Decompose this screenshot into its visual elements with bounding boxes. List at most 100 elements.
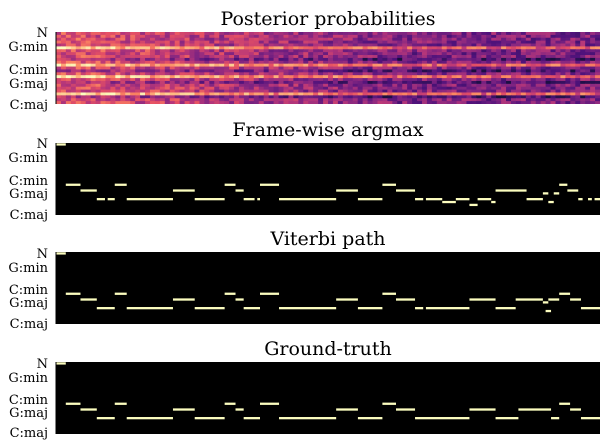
heatmap-cell bbox=[555, 63, 562, 68]
heatmap-cell bbox=[253, 101, 260, 104]
heatmap-cell bbox=[560, 78, 566, 82]
heatmap-cell bbox=[565, 40, 571, 45]
heatmap-cell bbox=[169, 98, 176, 102]
heatmap-cell bbox=[149, 63, 156, 68]
heatmap-cell bbox=[595, 43, 600, 47]
heatmap-cell bbox=[75, 75, 82, 79]
heatmap-cell bbox=[288, 89, 294, 94]
heatmap-cell bbox=[451, 78, 458, 82]
heatmap-cell bbox=[530, 72, 537, 76]
heatmap-cell bbox=[234, 43, 240, 47]
heatmap-cell bbox=[520, 37, 527, 42]
heatmap-cell bbox=[466, 69, 473, 73]
heatmap-cell bbox=[65, 66, 72, 71]
heatmap-cell bbox=[347, 95, 354, 99]
heatmap-cell bbox=[402, 66, 408, 71]
chord-segment bbox=[224, 292, 236, 295]
panel-posterior: Posterior probabilities N G:min C:min G:… bbox=[8, 8, 600, 113]
heatmap-cell bbox=[283, 66, 290, 71]
heatmap-cell bbox=[456, 75, 463, 79]
heatmap-cell bbox=[229, 34, 235, 39]
heatmap-cell bbox=[451, 83, 458, 88]
heatmap-cell bbox=[471, 86, 477, 91]
heatmap-cell bbox=[85, 63, 92, 68]
heatmap-cell bbox=[342, 69, 349, 73]
heatmap-cell bbox=[352, 40, 359, 45]
heatmap-cell bbox=[510, 92, 517, 96]
heatmap-cell bbox=[520, 49, 527, 53]
heatmap-cell bbox=[303, 69, 309, 73]
heatmap-cell bbox=[189, 46, 196, 50]
heatmap-cell bbox=[159, 66, 166, 71]
heatmap-cell bbox=[491, 80, 497, 85]
heatmap-cell bbox=[100, 57, 107, 62]
heatmap-cell bbox=[313, 101, 319, 104]
heatmap-cell bbox=[387, 63, 393, 68]
heatmap-cell bbox=[471, 46, 477, 50]
heatmap-cell bbox=[248, 83, 255, 88]
heatmap-cell bbox=[313, 72, 319, 76]
heatmap-cell bbox=[387, 57, 393, 62]
heatmap-cell bbox=[397, 49, 403, 53]
heatmap-cell bbox=[219, 43, 225, 47]
heatmap-cell bbox=[115, 60, 121, 65]
heatmap-cell bbox=[80, 63, 87, 68]
heatmap-cell bbox=[407, 80, 413, 85]
heatmap-cell bbox=[585, 101, 591, 104]
heatmap-cell bbox=[169, 83, 176, 88]
heatmap-cell bbox=[590, 52, 596, 56]
heatmap-cell bbox=[367, 63, 374, 68]
heatmap-cell bbox=[75, 69, 82, 73]
heatmap-cell bbox=[347, 49, 354, 53]
heatmap-cell bbox=[496, 46, 502, 50]
heatmap-cell bbox=[540, 57, 547, 62]
heatmap-cell bbox=[347, 78, 354, 82]
heatmap-cell bbox=[590, 92, 596, 96]
heatmap-cell bbox=[298, 66, 304, 71]
heatmap-cell bbox=[476, 80, 482, 85]
heatmap-cell bbox=[466, 95, 473, 99]
heatmap-cell bbox=[501, 63, 507, 68]
heatmap-cell bbox=[110, 49, 116, 53]
heatmap-cell bbox=[60, 101, 67, 104]
heatmap-cell bbox=[313, 55, 319, 59]
heatmap-cell bbox=[204, 72, 210, 76]
heatmap-cell bbox=[501, 60, 507, 65]
heatmap-cell bbox=[80, 40, 87, 45]
heatmap-cell bbox=[347, 69, 354, 73]
heatmap-cell bbox=[293, 86, 299, 91]
heatmap-cell bbox=[298, 60, 304, 65]
heatmap-cell bbox=[382, 63, 388, 68]
heatmap-cell bbox=[253, 46, 260, 50]
heatmap-cell bbox=[580, 69, 586, 73]
heatmap-cell bbox=[293, 69, 299, 73]
heatmap-cell bbox=[377, 92, 383, 96]
heatmap-cell bbox=[332, 49, 339, 53]
heatmap-cell bbox=[417, 86, 423, 91]
heatmap-cell bbox=[323, 49, 329, 53]
heatmap-cell bbox=[555, 60, 562, 65]
heatmap-cell bbox=[189, 98, 196, 102]
heatmap-cell bbox=[60, 95, 67, 99]
heatmap-cell bbox=[169, 55, 176, 59]
heatmap-cell bbox=[159, 32, 166, 36]
heatmap-cell bbox=[402, 37, 408, 42]
heatmap-cell bbox=[392, 37, 398, 42]
heatmap-cell bbox=[268, 37, 275, 42]
heatmap-cell bbox=[530, 40, 537, 45]
heatmap-cell bbox=[417, 34, 423, 39]
heatmap-cell bbox=[145, 101, 151, 104]
heatmap-cell bbox=[595, 55, 600, 59]
heatmap-cell bbox=[149, 49, 156, 53]
heatmap-cell bbox=[540, 95, 547, 99]
heatmap-cell bbox=[95, 80, 102, 85]
heatmap-cell bbox=[387, 72, 393, 76]
heatmap-cell bbox=[555, 43, 562, 47]
heatmap-cell bbox=[149, 86, 156, 91]
heatmap-cell bbox=[145, 72, 151, 76]
heatmap-cell bbox=[293, 40, 299, 45]
heatmap-cell bbox=[194, 49, 201, 53]
heatmap-cell bbox=[224, 63, 230, 68]
heatmap-cell bbox=[164, 60, 171, 65]
heatmap-cell bbox=[387, 78, 393, 82]
